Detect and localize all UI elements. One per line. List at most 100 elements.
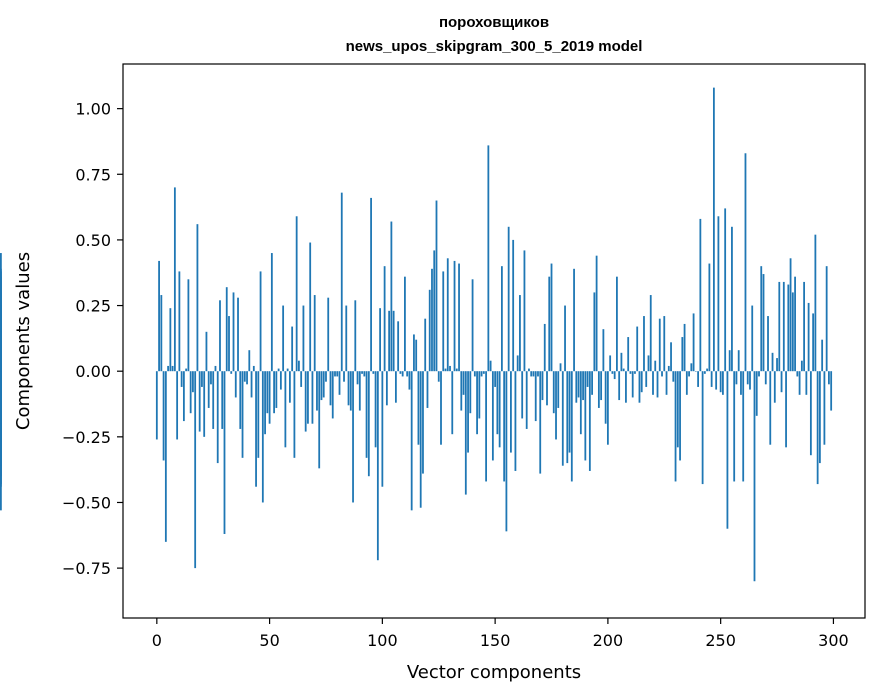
chart-title: пороховщиков xyxy=(439,14,549,31)
bar xyxy=(586,371,589,387)
bar xyxy=(201,371,203,387)
bar xyxy=(171,365,174,372)
bar xyxy=(225,287,228,372)
bar xyxy=(485,371,487,482)
bar xyxy=(661,371,663,377)
bar xyxy=(830,371,833,411)
bar xyxy=(582,371,584,401)
bar xyxy=(444,368,447,372)
bar xyxy=(419,371,422,508)
bar xyxy=(785,371,787,448)
bar xyxy=(435,200,438,372)
bar xyxy=(426,371,429,408)
bar xyxy=(372,371,375,374)
bar xyxy=(681,337,684,372)
bar xyxy=(370,197,372,372)
bar xyxy=(787,284,790,372)
bar xyxy=(487,145,490,372)
bar xyxy=(385,371,388,406)
bar xyxy=(428,289,431,372)
bar xyxy=(749,371,751,390)
bar xyxy=(816,371,819,485)
bar xyxy=(277,368,280,372)
bar xyxy=(564,305,566,372)
bar xyxy=(539,371,542,474)
bar xyxy=(525,371,528,429)
bar xyxy=(464,371,467,495)
bar xyxy=(559,363,562,372)
bar xyxy=(257,371,260,458)
bar xyxy=(397,321,400,372)
bar xyxy=(629,371,632,374)
bar xyxy=(494,371,497,387)
bar xyxy=(552,371,555,414)
bar xyxy=(728,350,731,372)
bar xyxy=(162,371,165,461)
bar xyxy=(631,371,634,398)
plot-frame xyxy=(122,63,866,619)
bar xyxy=(800,360,803,372)
bar xyxy=(523,250,526,372)
bar xyxy=(340,192,343,372)
bar xyxy=(205,331,208,372)
bar xyxy=(715,371,718,390)
bar xyxy=(234,371,237,398)
bar xyxy=(155,371,158,440)
bar xyxy=(667,365,670,372)
bar xyxy=(406,371,409,377)
bar xyxy=(311,371,314,424)
x-tick-label: 200 xyxy=(593,631,624,650)
bar xyxy=(408,371,411,390)
bar xyxy=(228,316,230,372)
bar xyxy=(376,371,379,561)
bar xyxy=(356,371,359,385)
bar xyxy=(164,371,167,542)
bar xyxy=(239,371,242,429)
bar xyxy=(764,371,767,385)
y-tick-label: −0.50 xyxy=(62,493,111,512)
bar xyxy=(604,371,607,424)
x-tick-label: 50 xyxy=(259,631,279,650)
bar xyxy=(313,295,316,372)
bar xyxy=(805,371,808,395)
bar xyxy=(221,371,224,429)
bar xyxy=(381,371,384,487)
bar xyxy=(270,253,273,372)
bar xyxy=(546,371,548,406)
bar xyxy=(449,365,451,372)
bar xyxy=(491,371,494,461)
bar xyxy=(431,268,433,372)
bar xyxy=(367,371,370,477)
bar xyxy=(478,371,481,419)
bar xyxy=(688,371,690,377)
bar xyxy=(482,371,485,374)
bar xyxy=(394,371,397,403)
bar xyxy=(722,371,724,395)
bar xyxy=(259,271,262,372)
bar xyxy=(694,371,697,372)
bar xyxy=(825,266,828,372)
bar xyxy=(719,371,722,393)
bar xyxy=(316,371,318,411)
bar xyxy=(248,350,251,372)
bar xyxy=(446,258,449,372)
y-tick-label: −0.25 xyxy=(62,428,111,447)
bar xyxy=(273,371,275,414)
bar xyxy=(821,339,824,372)
y-axis-label: Components values xyxy=(13,252,34,430)
bar xyxy=(577,371,580,398)
bar xyxy=(606,371,609,445)
bar xyxy=(507,226,510,372)
bar xyxy=(338,371,341,395)
bar xyxy=(327,297,330,372)
bar xyxy=(670,342,672,372)
bar xyxy=(158,260,160,372)
bar xyxy=(442,271,445,372)
bar xyxy=(663,316,666,372)
bar xyxy=(187,279,190,372)
bar xyxy=(473,371,476,377)
bar xyxy=(566,371,569,464)
bar xyxy=(658,318,661,372)
bar xyxy=(753,371,756,582)
bar xyxy=(803,281,805,372)
